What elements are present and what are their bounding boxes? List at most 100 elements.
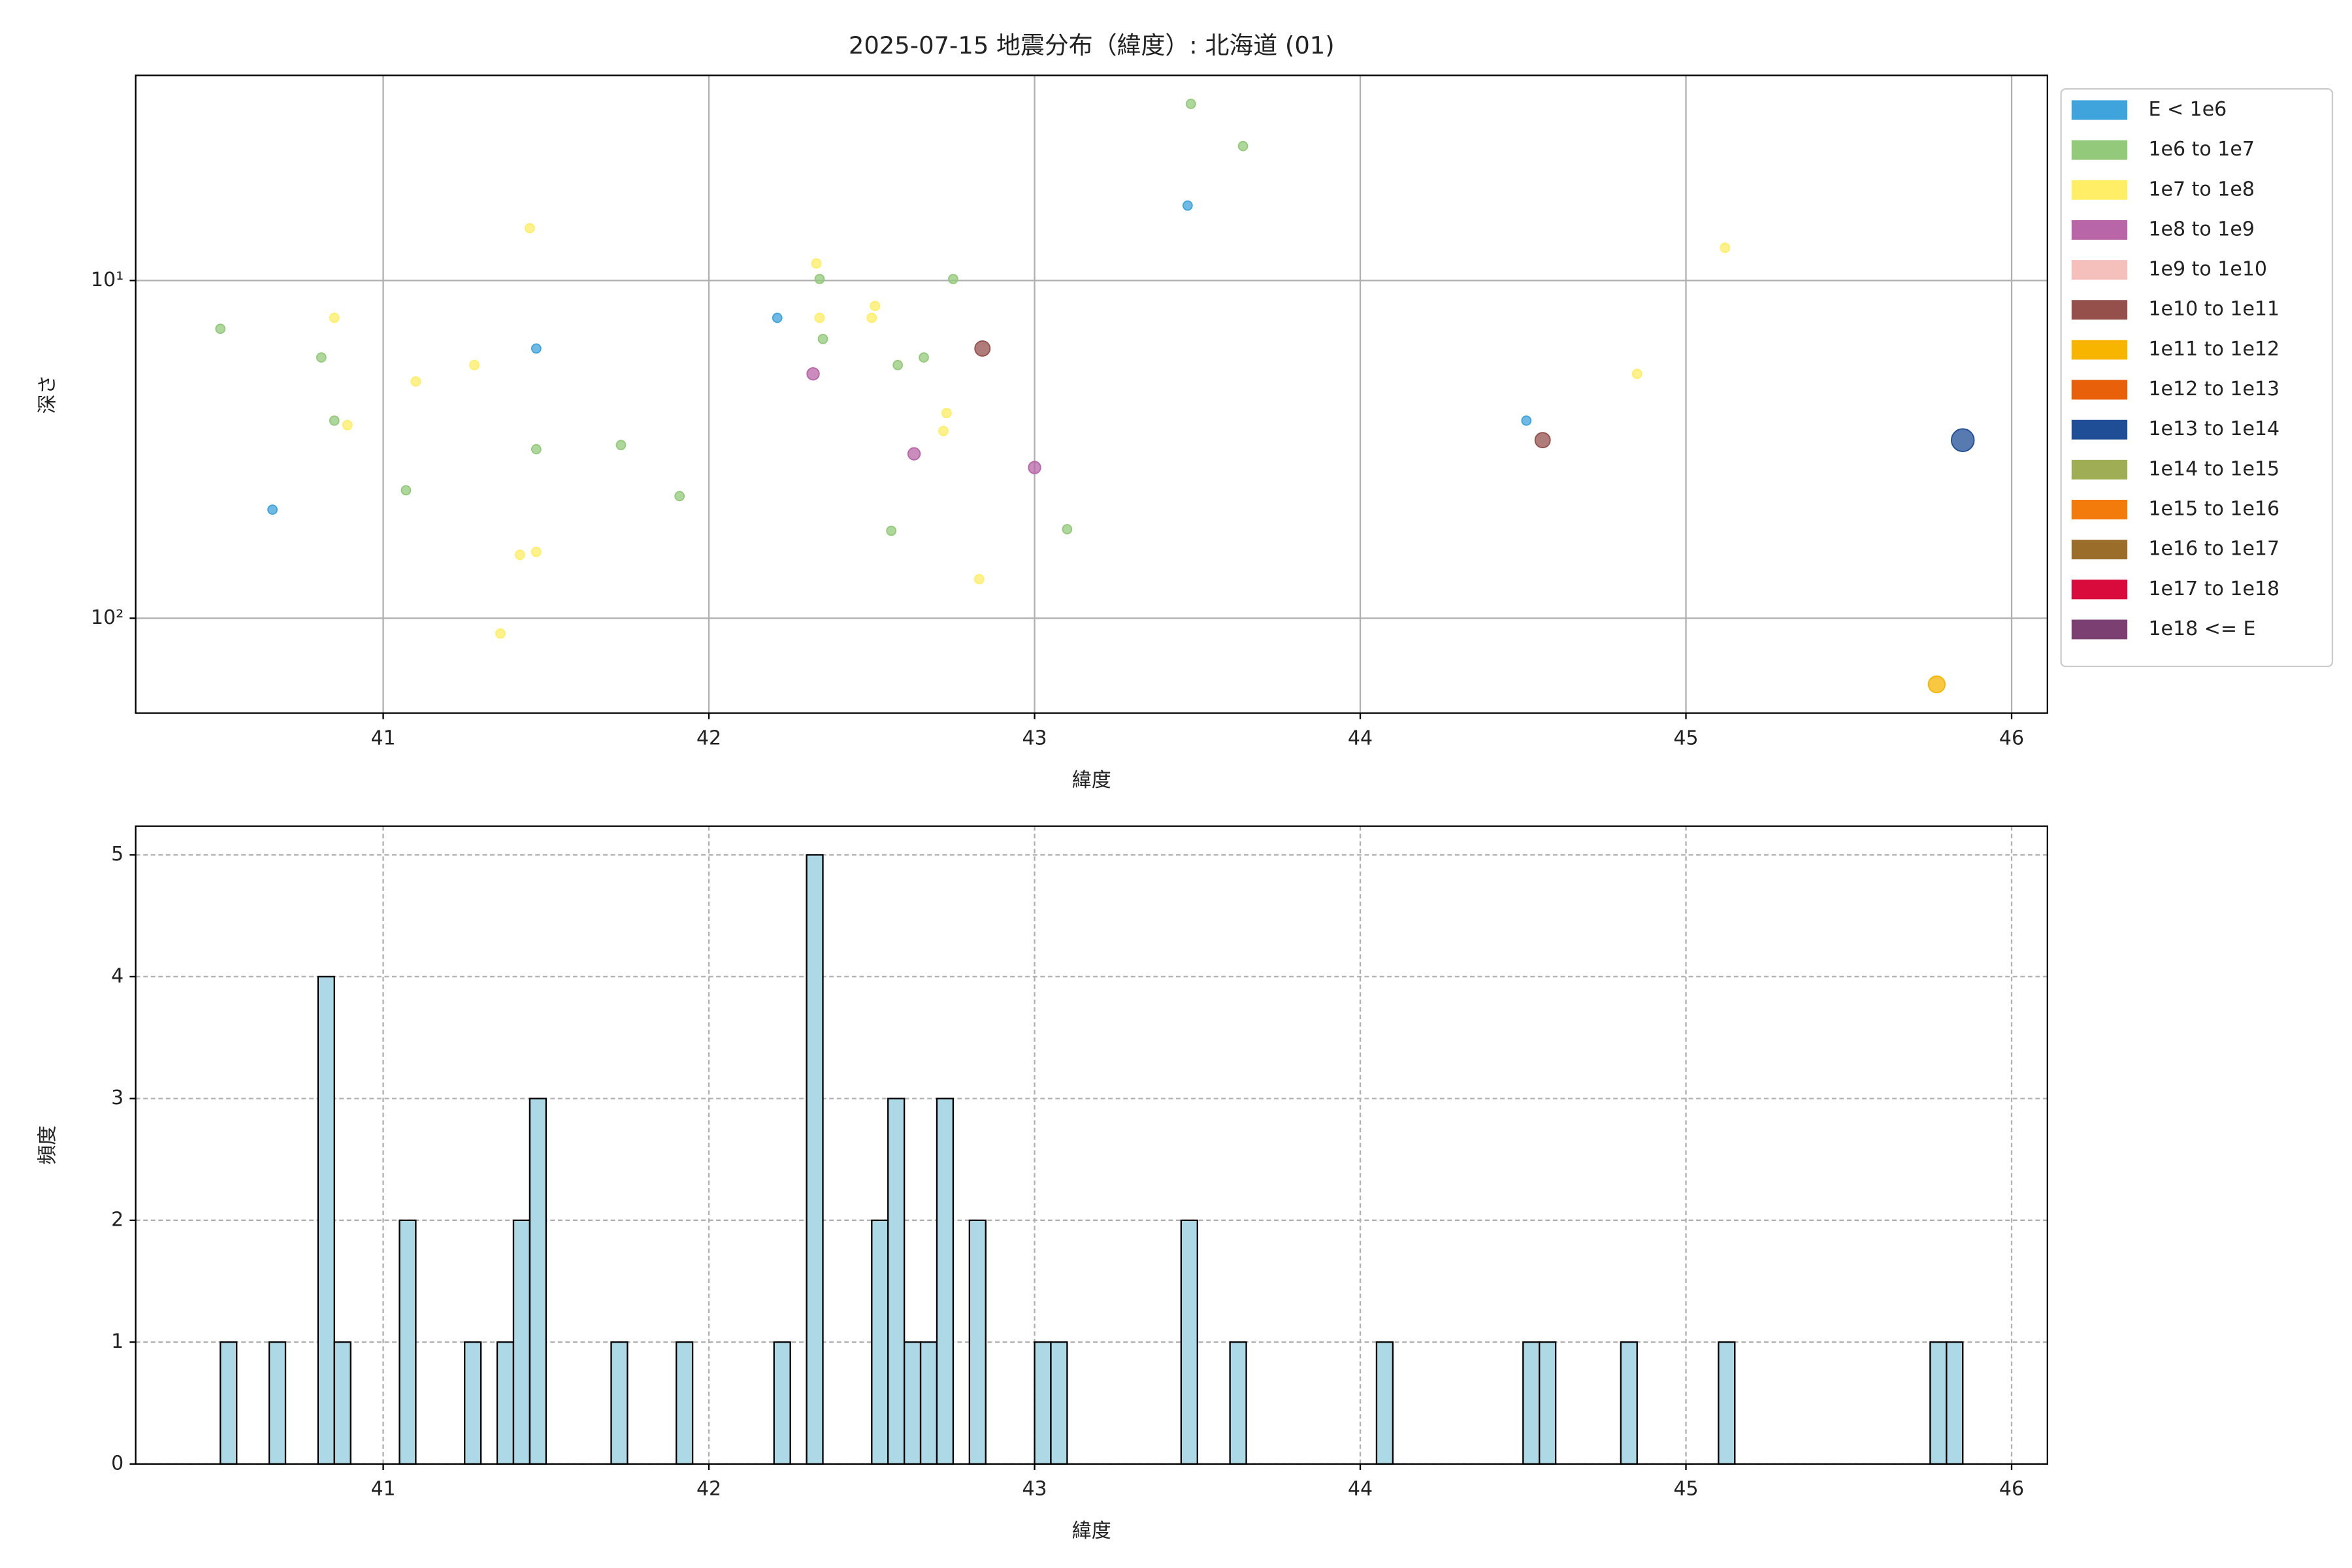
scatter-point xyxy=(329,312,340,323)
scatter-point xyxy=(615,440,627,450)
scatter-point xyxy=(1534,432,1551,449)
scatter-point xyxy=(1237,140,1249,152)
x-axis-label: 緯度 xyxy=(1072,1520,1111,1543)
legend-label: 1e17 to 1e18 xyxy=(2148,578,2279,600)
x-tick-label: 42 xyxy=(696,1478,721,1501)
legend-label: 1e13 to 1e14 xyxy=(2148,417,2279,440)
x-tick-label: 43 xyxy=(1022,1478,1047,1501)
scatter-point xyxy=(870,301,881,312)
histogram-bar xyxy=(220,1341,238,1465)
scatter-point xyxy=(531,444,542,455)
scatter-point xyxy=(973,574,985,585)
x-tick-label: 44 xyxy=(1348,1478,1373,1501)
scatter-point xyxy=(469,359,480,370)
scatter-point xyxy=(974,340,991,357)
y-tick-label: 5 xyxy=(111,843,123,866)
legend-swatch xyxy=(2071,220,2128,240)
x-tick-label: 45 xyxy=(1673,1478,1698,1501)
y-axis-label: 頻度 xyxy=(36,1126,59,1165)
legend-swatch xyxy=(2071,340,2128,360)
histogram-bar xyxy=(1946,1341,1964,1465)
scatter-point xyxy=(400,485,412,496)
y-tick-label: 10¹ xyxy=(91,269,123,291)
legend-label: 1e8 to 1e9 xyxy=(2148,218,2254,240)
y-tick-label: 4 xyxy=(111,964,123,987)
x-tick-label: 44 xyxy=(1348,727,1373,749)
x-axis-label: 緯度 xyxy=(1072,769,1111,792)
scatter-point xyxy=(525,223,535,234)
legend-label: 1e12 to 1e13 xyxy=(2148,378,2279,400)
scatter-point xyxy=(316,352,327,363)
histogram-bar xyxy=(1620,1341,1638,1465)
histogram-bar xyxy=(1050,1341,1068,1465)
scatter-point xyxy=(811,258,822,269)
histogram-bar xyxy=(919,1341,938,1465)
histogram-bar xyxy=(1229,1341,1247,1465)
histogram-bar xyxy=(1522,1341,1541,1465)
histogram-bar xyxy=(496,1341,515,1465)
legend-label: 1e10 to 1e11 xyxy=(2148,298,2279,321)
scatter-point xyxy=(342,419,353,431)
scatter-point xyxy=(892,359,904,370)
legend-swatch xyxy=(2071,500,2128,519)
scatter-point xyxy=(806,367,820,381)
histogram-bar xyxy=(268,1341,287,1465)
legend-label: 1e7 to 1e8 xyxy=(2148,178,2254,201)
plot-frame xyxy=(135,825,2048,1465)
scatter-point xyxy=(531,546,542,557)
histogram-bar xyxy=(676,1341,694,1465)
legend-swatch xyxy=(2071,419,2128,440)
legend-swatch xyxy=(2071,100,2128,120)
scatter-point xyxy=(329,415,340,426)
legend-label: 1e18 <= E xyxy=(2148,617,2255,640)
histogram-bar xyxy=(936,1098,955,1465)
y-tick-label: 3 xyxy=(111,1086,123,1109)
x-tick-label: 46 xyxy=(1999,727,2024,749)
scatter-point xyxy=(817,334,828,344)
scatter-point xyxy=(531,343,542,354)
histogram-bar xyxy=(806,854,824,1465)
histogram-bar xyxy=(887,1098,906,1465)
histogram-bar xyxy=(512,1219,531,1465)
scatter-point xyxy=(1062,524,1073,534)
histogram-bar xyxy=(773,1341,791,1465)
plot-frame xyxy=(135,74,2048,714)
chart-title: 2025-07-15 地震分布（緯度）: 北海道 (01) xyxy=(849,31,1335,59)
scatter-point xyxy=(1951,428,1975,452)
scatter-point xyxy=(866,312,877,323)
x-tick-label: 41 xyxy=(370,1478,395,1501)
scatter-point xyxy=(886,525,897,536)
legend-swatch xyxy=(2071,619,2128,640)
legend-swatch xyxy=(2071,540,2128,560)
scatter-point xyxy=(814,274,825,284)
legend-label: 1e11 to 1e12 xyxy=(2148,338,2279,361)
y-tick-label: 2 xyxy=(111,1208,123,1231)
x-tick-label: 42 xyxy=(696,727,721,749)
legend-label: 1e15 to 1e16 xyxy=(2148,498,2279,521)
scatter-point xyxy=(1028,461,1041,474)
legend-swatch xyxy=(2071,380,2128,400)
histogram-bar xyxy=(903,1341,922,1465)
histogram-bar xyxy=(1929,1341,1948,1465)
scatter-point xyxy=(1521,415,1532,426)
histogram-bar xyxy=(1375,1341,1394,1465)
x-tick-label: 43 xyxy=(1022,727,1047,749)
scatter-point xyxy=(919,352,929,363)
scatter-point xyxy=(907,447,921,461)
histogram-bar xyxy=(1180,1219,1198,1465)
legend-swatch xyxy=(2071,300,2128,320)
y-tick-label: 1 xyxy=(111,1330,123,1353)
legend-swatch xyxy=(2071,580,2128,600)
histogram-bar xyxy=(529,1098,547,1465)
scatter-point xyxy=(948,274,958,284)
y-tick-label: 0 xyxy=(111,1452,123,1475)
histogram-bar xyxy=(1034,1341,1052,1465)
histogram-bar xyxy=(1718,1341,1736,1465)
scatter-point xyxy=(495,628,506,639)
legend-label: 1e16 to 1e17 xyxy=(2148,538,2279,561)
histogram-bar xyxy=(871,1219,889,1465)
legend-label: 1e9 to 1e10 xyxy=(2148,258,2267,281)
scatter-point xyxy=(215,323,226,335)
scatter-point xyxy=(772,312,783,323)
